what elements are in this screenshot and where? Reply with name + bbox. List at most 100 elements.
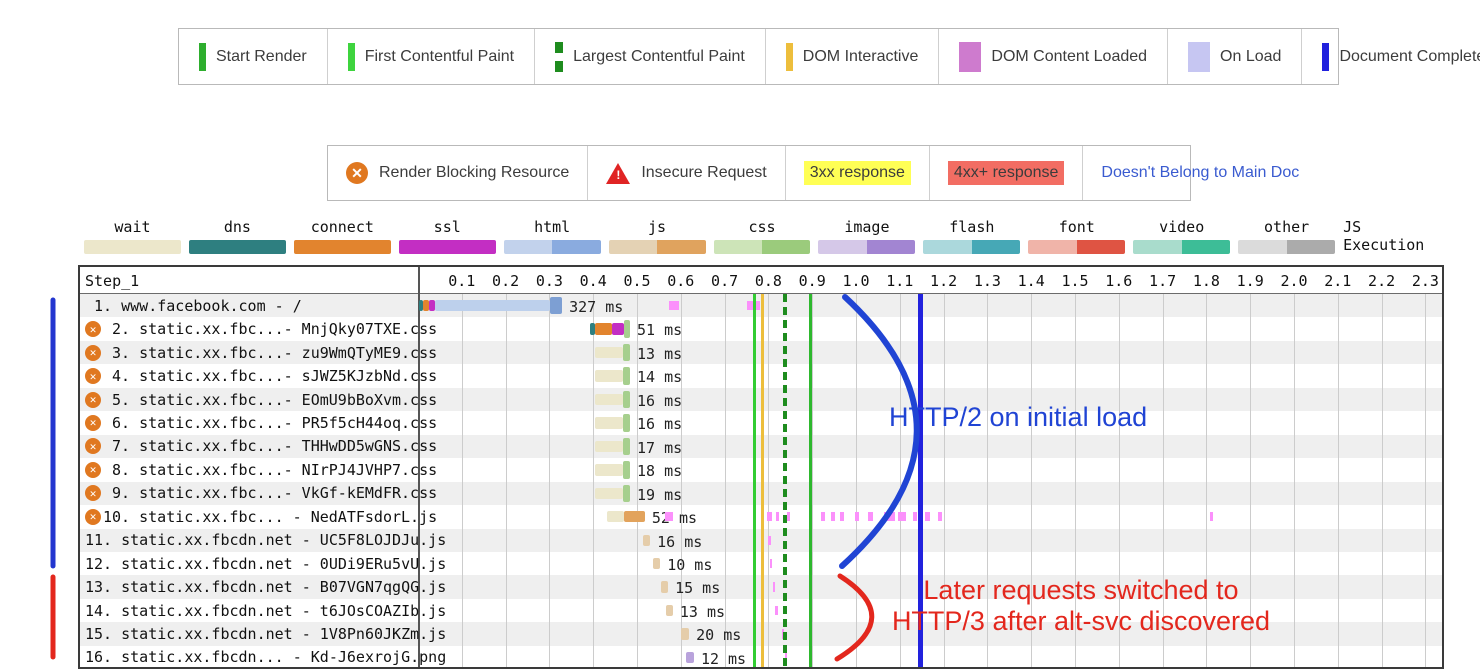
phase-swatch	[293, 240, 391, 254]
start-render-label: Start Render	[216, 47, 307, 65]
request-label[interactable]: ✕ 10. static.xx.fbc... - NedATFsdorL.js	[85, 506, 437, 527]
axis-tick: 1.9	[1236, 272, 1264, 290]
request-label[interactable]: 15. static.xx.fbcdn.net - 1V8Pn60JKZm.js	[85, 623, 446, 644]
js-execution-mark	[787, 512, 790, 522]
request-duration-label: 15 ms	[675, 579, 721, 598]
gridline	[1381, 294, 1383, 667]
gridline	[1206, 294, 1208, 667]
legend-item-insecure-request: ! Insecure Request	[588, 146, 786, 200]
marker-first-contentful-paint	[809, 294, 813, 667]
phase-label: connect	[310, 218, 374, 236]
js-execution-mark	[831, 512, 835, 522]
gridline	[593, 294, 595, 667]
legend-item-first-contentful-paint: First Contentful Paint	[328, 29, 536, 84]
render-blocking-icon: ✕	[85, 391, 101, 408]
request-bar-segment-js_dl	[623, 511, 645, 523]
request-label[interactable]: 16. static.xx.fbcdn... - Kd-J6exrojG.png	[85, 647, 446, 667]
request-bar-segment-css_cap	[622, 414, 630, 432]
legend-item-doesnt-belong-main-doc[interactable]: Doesn't Belong to Main Doc	[1083, 146, 1317, 200]
render-blocking-icon: ✕	[85, 461, 101, 478]
phase-swatch	[84, 240, 181, 254]
gridline	[637, 294, 638, 667]
request-duration-label: 52 ms	[651, 509, 698, 528]
phase-swatch	[1028, 240, 1126, 254]
request-label[interactable]: 12. static.xx.fbcdn.net - 0UDi9ERu5vU.js	[85, 553, 446, 574]
request-label[interactable]: ✕ 8. static.xx.fbc...- NIrPJ4JVHP7.css	[85, 459, 437, 480]
request-bar-segment-connect	[423, 300, 430, 312]
legend-item-start-render: Start Render	[179, 29, 328, 84]
request-bar-segment-dns	[590, 323, 595, 335]
request-bar-segment-js	[653, 557, 661, 570]
phase-label: JS Execution	[1343, 218, 1425, 254]
phase-label: html	[534, 218, 571, 236]
js-execution-mark	[768, 535, 772, 545]
request-duration-label: 51 ms	[636, 321, 683, 340]
phase-swatch	[1133, 240, 1231, 254]
axis-tick: 0.4	[579, 272, 607, 290]
axis-tick: 2.0	[1280, 272, 1308, 290]
request-duration-label: 19 ms	[636, 485, 683, 504]
phase-swatch	[1238, 240, 1336, 254]
js-execution-mark	[820, 512, 826, 522]
axis-tick: 0.6	[667, 272, 695, 290]
phase-other: other	[1238, 218, 1336, 258]
axis-tick: 2.2	[1368, 272, 1396, 290]
gridline	[856, 294, 857, 667]
request-duration-label: 18 ms	[636, 462, 683, 481]
start-render-swatch-icon	[199, 42, 206, 71]
axis-tick: 1.5	[1061, 272, 1089, 290]
request-bar-segment-html_cap	[550, 297, 563, 315]
4xx-response-label: 4xx+ response	[947, 161, 1065, 185]
render-blocking-icon: ✕	[85, 485, 101, 502]
gridline	[1250, 294, 1252, 667]
request-label-text: 13. static.xx.fbcdn.net - B07VGN7qgQG.js	[85, 578, 447, 597]
request-label-text: 6. static.xx.fbc...- PR5f5cH44oq.css	[103, 413, 438, 432]
phase-ssl: ssl	[398, 218, 496, 258]
request-label[interactable]: ✕ 7. static.xx.fbc...- THHwDD5wGNS.css	[85, 436, 437, 457]
gridline	[1337, 294, 1339, 667]
js-execution-mark	[774, 605, 778, 616]
gridline	[505, 294, 507, 667]
request-label[interactable]: ✕ 3. static.xx.fbc...- zu9WmQTyME9.css	[85, 342, 437, 363]
waterfall-column-divider	[418, 267, 420, 667]
legend-item-largest-contentful-paint: Largest Contentful Paint	[535, 29, 766, 84]
request-label-text: 11. static.xx.fbcdn.net - UC5F8LOJDJu.js	[85, 531, 447, 550]
js-execution-mark	[784, 652, 788, 663]
gridline	[549, 294, 551, 667]
request-label[interactable]: ✕ 2. static.xx.fbc...- MnjQky07TXE.css	[85, 318, 437, 339]
marker-dom-interactive	[760, 294, 764, 667]
js-execution-mark	[781, 629, 785, 639]
request-label[interactable]: ✕ 9. static.xx.fbc...- VkGf-kEMdFR.css	[85, 483, 437, 504]
request-label[interactable]: 14. static.xx.fbcdn.net - t6JOsCOAZIb.js	[85, 600, 446, 621]
request-label[interactable]: ✕ 4. static.xx.fbc...- sJWZ5KJzbNd.css	[85, 365, 437, 386]
render-blocking-icon: ✕	[85, 368, 101, 385]
phase-label: dns	[223, 218, 251, 236]
js-execution-mark	[883, 512, 896, 522]
request-label[interactable]: ✕ 6. static.xx.fbc...- PR5f5cH44oq.css	[85, 412, 437, 433]
request-label[interactable]: 13. static.xx.fbcdn.net - B07VGN7qgQG.js	[85, 576, 446, 597]
request-label[interactable]: 1. www.facebook.com - /	[85, 295, 302, 316]
js-execution-mark	[868, 512, 873, 522]
request-label[interactable]: 11. static.xx.fbcdn.net - UC5F8LOJDJu.js	[85, 530, 446, 551]
legend-item-dom-interactive: DOM Interactive	[766, 29, 940, 84]
request-label-text: 1. www.facebook.com - /	[85, 296, 302, 315]
axis-tick: 1.7	[1149, 272, 1177, 290]
render-blocking-icon: ✕	[85, 344, 101, 361]
phase-dns: dns	[188, 218, 286, 258]
warning-icon: !	[606, 162, 631, 184]
phase-css: css	[713, 218, 811, 258]
request-bar-segment-html	[434, 300, 551, 312]
doesnt-belong-main-doc-label: Doesn't Belong to Main Doc	[1101, 164, 1300, 181]
gridline	[680, 294, 682, 667]
render-blocking-icon: ✕	[85, 508, 101, 525]
first-contentful-paint-label: First Contentful Paint	[364, 47, 515, 65]
axis-tick: 2.1	[1324, 272, 1352, 290]
marker-largest-contentful-paint	[783, 294, 788, 667]
request-duration-label: 327 ms	[569, 298, 624, 316]
request-label[interactable]: ✕ 5. static.xx.fbc...- EOmU9bBoXvm.css	[85, 389, 437, 410]
js-execution-mark	[776, 512, 779, 522]
phase-connect: connect	[293, 218, 391, 258]
flag-legend: ✕ Render Blocking Resource! Insecure Reque…	[327, 145, 1299, 201]
request-bar-segment-ssl	[429, 300, 435, 312]
dom-content-loaded-label: DOM Content Loaded	[991, 47, 1148, 65]
